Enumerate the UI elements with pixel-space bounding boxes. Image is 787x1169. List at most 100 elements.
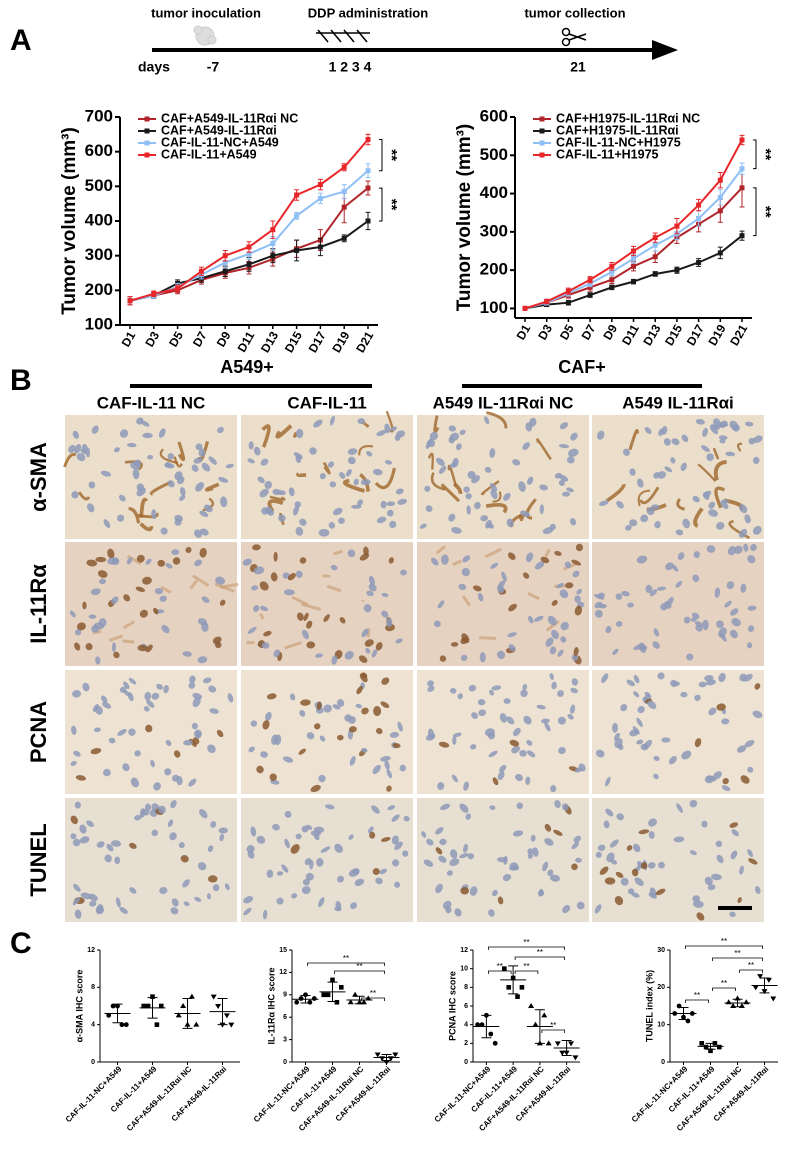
y-tick-label: 300 [85,245,113,264]
cell-nucleus [706,545,716,553]
cell-nucleus [636,739,644,745]
cell-nucleus [151,509,157,520]
cell-nucleus [640,514,649,523]
y-tick-label: 6 [464,1003,468,1010]
cell-nucleus [110,840,122,847]
stromal-stain [177,441,186,462]
cell-nucleus [218,827,228,834]
cell-nucleus [389,731,400,738]
cell-nucleus [718,420,728,428]
cell-nucleus [248,746,255,753]
cell-nucleus [384,760,390,770]
cell-nucleus [359,673,368,683]
data-point [119,1022,125,1028]
group-header: CAF+ [558,357,606,377]
cell-nucleus [693,551,700,559]
data-point [341,204,347,210]
data-point [141,1003,146,1009]
cell-nucleus [632,726,640,735]
cell-nucleus [423,859,434,867]
cell-nucleus [100,470,112,477]
cell-nucleus [553,829,563,836]
cell-nucleus [716,703,726,711]
cell-nucleus [256,765,264,774]
cell-nucleus [601,673,609,683]
data-point [330,977,335,983]
stromal-stain [269,495,286,501]
cell-nucleus [316,701,322,710]
cell-nucleus [216,729,224,738]
cell-nucleus [702,427,708,438]
y-tick-label: 10 [657,1022,665,1029]
stromal-stain [374,467,396,490]
cell-nucleus [210,821,217,828]
micrograph [417,411,589,539]
cell-nucleus [74,801,81,809]
cell-nucleus [201,621,209,632]
cell-nucleus [477,592,484,602]
cell-nucleus [195,443,203,451]
cell-nucleus [540,556,550,564]
stromal-stain [440,483,461,503]
cell-nucleus [199,809,208,819]
cell-nucleus [557,649,564,657]
significance-bracket [379,139,383,172]
x-tick-label: CAF+A549-IL-11Rαi [712,1065,771,1124]
y-tick-label: 8 [464,984,468,991]
cell-nucleus [265,711,272,721]
cell-nucleus [180,855,189,863]
cell-nucleus [387,805,396,811]
cell-nucleus [595,749,605,758]
y-axis-label: IL-11Rα IHC score [266,967,276,1044]
cell-nucleus [357,418,366,425]
cell-nucleus [68,444,76,454]
cell-nucleus [603,820,610,829]
cell-nucleus [672,681,680,687]
cell-nucleus [562,491,571,497]
data-point [544,299,550,305]
cell-nucleus [698,681,707,688]
micrograph [417,798,589,922]
cell-nucleus [139,808,146,818]
cell-nucleus [359,553,370,561]
x-tick-label: D17 [306,329,329,355]
cell-nucleus [188,682,196,689]
cell-nucleus [170,907,179,915]
cell-nucleus [633,691,640,698]
stromal-stain [275,424,293,439]
cell-nucleus [137,644,148,652]
cell-nucleus [431,557,439,566]
cell-nucleus [119,907,128,914]
cell-nucleus [262,909,268,920]
cell-nucleus [503,492,511,501]
cell-nucleus [178,842,185,849]
cell-nucleus [440,803,451,811]
cell-nucleus [117,729,127,736]
cell-nucleus [700,445,710,452]
membrane-stain [545,619,560,632]
cell-nucleus [301,629,309,640]
significance-label: ** [497,962,503,971]
cell-nucleus [692,895,701,903]
timeline-arrowhead [652,40,678,60]
x-tick-label: D7 [579,322,599,343]
cell-nucleus [467,853,474,860]
membrane-stain [160,585,172,594]
cell-nucleus [463,843,469,853]
cell-nucleus [150,759,155,768]
cell-nucleus [169,832,177,841]
cell-nucleus [330,564,338,571]
cell-nucleus [648,892,657,899]
cell-nucleus [530,834,536,842]
data-point [151,291,157,297]
row-header: TUNEL [26,823,51,896]
cell-nucleus [497,650,506,660]
data-point [587,281,593,287]
cell-nucleus [107,548,115,559]
cell-nucleus [729,822,739,828]
cell-nucleus [165,563,173,569]
y-tick-label: 0 [464,1059,468,1066]
data-point [696,215,702,221]
cell-nucleus [558,443,570,449]
stromal-stain [485,503,508,514]
